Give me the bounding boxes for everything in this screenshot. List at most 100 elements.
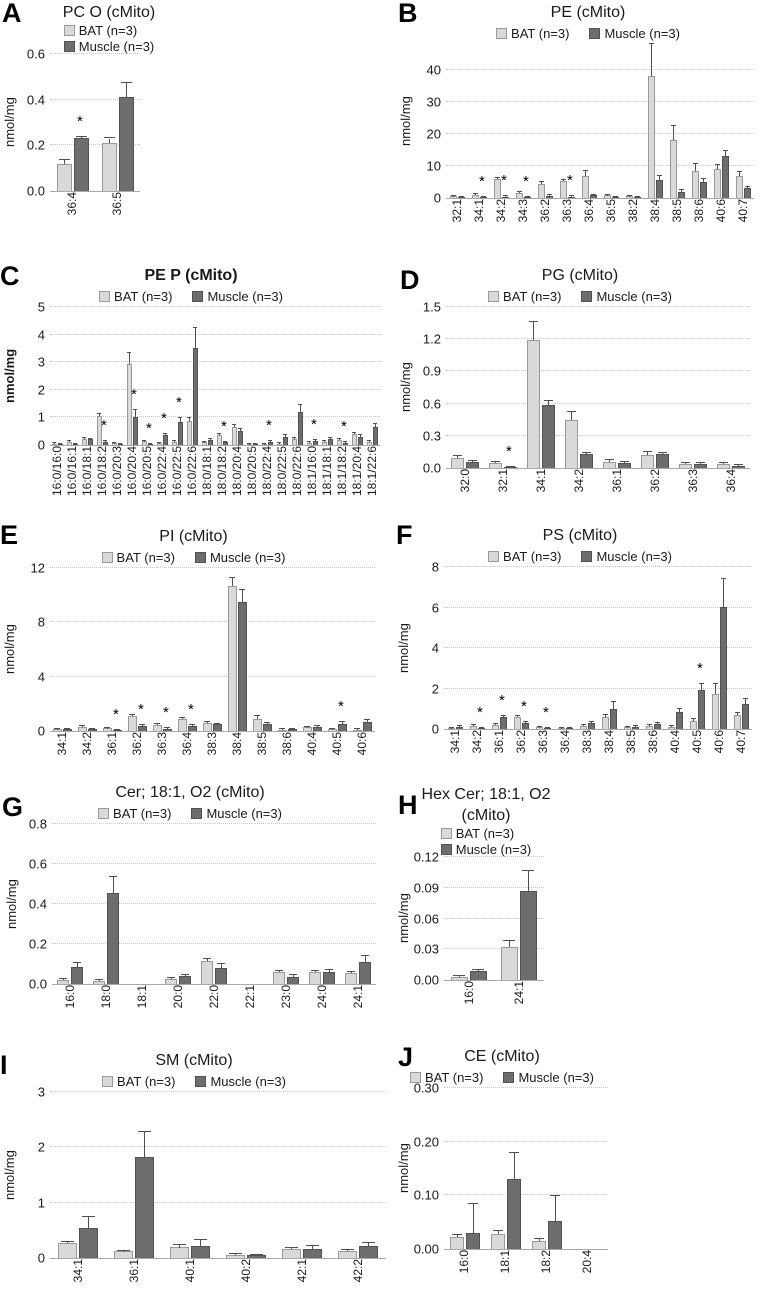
error-bar [525, 721, 526, 723]
x-tick-cell: 16:0/16:1 [65, 446, 80, 521]
error-bar [475, 194, 476, 195]
error-bar [693, 719, 694, 721]
x-tick-label: 40:5 [330, 732, 344, 756]
bar-muscle [223, 442, 228, 445]
legend: BAT (n=3) Muscle (n=3) [4, 803, 376, 824]
gridline [444, 1194, 608, 1196]
bar-muscle [338, 724, 347, 731]
error-bar-cap [367, 440, 371, 442]
x-tick-cell: 16:0 [444, 981, 494, 1027]
x-tick-cell: 32:0 [446, 469, 484, 519]
error-bar [219, 433, 220, 436]
bar-muscle [298, 412, 303, 445]
x-tick-label: 16:0/16:0 [50, 446, 64, 497]
error-bar [715, 684, 716, 694]
legend-label: Muscle (n=3) [455, 842, 532, 857]
legend-label: BAT (n=3) [511, 26, 570, 41]
x-tick-label: 36:2 [537, 199, 552, 223]
error-bar-cap [550, 1195, 560, 1197]
error-bar [607, 194, 608, 196]
plot-area: * * * * * [50, 567, 375, 732]
error-bar [495, 461, 496, 463]
bar-bat [226, 1255, 245, 1258]
error-bar-cap [325, 968, 333, 970]
bar-muscle [63, 729, 72, 731]
plot-area: * * * * * [444, 566, 752, 730]
error-bar-cap [133, 408, 137, 410]
error-bar [109, 138, 110, 144]
bar-muscle [178, 422, 183, 445]
chart-title: CE (cMito) [464, 1048, 540, 1065]
bat-swatch-icon [102, 1076, 114, 1087]
y-tick-label: 12 [30, 560, 45, 576]
gridline [50, 1146, 386, 1148]
bat-swatch-icon [98, 808, 110, 819]
bar-bat [668, 727, 675, 729]
y-axis-label: nmol/mg [398, 362, 413, 413]
y-axis-label: nmol/mg [4, 879, 19, 929]
y-axis-label: nmol/mg [396, 623, 411, 673]
bar-bat [736, 176, 743, 198]
error-bar [360, 435, 361, 437]
error-bar [585, 170, 586, 176]
error-bar [593, 194, 594, 196]
error-bar [113, 877, 114, 893]
x-tick-label: 18:1/18:1 [320, 446, 334, 497]
x-tick-label: 36:1 [609, 469, 624, 493]
bar-muscle [58, 444, 63, 445]
x-tick-label: 20:4 [580, 1250, 594, 1274]
gridline [50, 567, 375, 568]
error-bar-cap [657, 174, 662, 176]
error-bar-cap [250, 1253, 263, 1255]
error-bar-cap [59, 977, 67, 979]
gridline [50, 361, 380, 363]
y-tick-label: 0 [433, 190, 441, 206]
error-bar [473, 1204, 474, 1233]
chart-title: PC O (cMito) [62, 4, 156, 21]
y-axis: nmol/mg 0 2 4 6 8 [396, 561, 444, 736]
y-axis-label: nmol/mg [2, 624, 17, 675]
x-tick-label: 16:0 [457, 1250, 471, 1274]
x-tick-cell: 36:3 [556, 199, 578, 251]
error-bar-cap [493, 722, 498, 724]
legend: BAT (n=3) Muscle (n=3) [396, 1067, 608, 1088]
bar-bat [165, 979, 177, 984]
x-tick-label: 18:1 [134, 985, 149, 1009]
error-bar-cap [262, 442, 266, 444]
gridline [50, 53, 140, 54]
error-bar-cap [279, 728, 285, 730]
significance-star: * [311, 416, 317, 434]
error-bar-cap [311, 970, 319, 972]
x-tick-label: 38:6 [645, 730, 660, 754]
bar-muscle [656, 180, 663, 198]
x-axis-labels: 34:1 34:2 36:1 36:2 36:3 36:4 38:3 38:4 38:5 38:6… [50, 732, 375, 780]
x-tick-label: 18:1/20:4 [350, 446, 364, 497]
bar-muscle [700, 182, 707, 198]
error-bar [235, 1253, 236, 1256]
muscle-swatch-icon [192, 291, 204, 302]
bar-bat [670, 140, 677, 198]
x-tick-cell: 40:4 [300, 732, 325, 780]
muscle-swatch-icon [581, 291, 593, 302]
error-bar-cap [693, 163, 698, 165]
error-bar-cap [503, 195, 508, 197]
significance-star: * [479, 173, 485, 191]
panel-letter: E [0, 520, 19, 550]
bar-bat [97, 416, 102, 445]
error-bar-cap [203, 958, 211, 960]
error-bar-cap [173, 1244, 186, 1246]
error-bar-cap [232, 423, 236, 425]
error-bar-cap [187, 416, 191, 418]
error-bar-cap [328, 436, 332, 438]
error-bar [459, 975, 460, 977]
error-bar-cap [451, 195, 456, 197]
error-bar [533, 322, 534, 341]
bar-muscle [358, 437, 363, 445]
error-bar-cap [202, 440, 206, 442]
error-bar [126, 82, 127, 98]
x-tick-cell: 38:5 [620, 730, 642, 780]
x-tick-cell: 18:0/22:6 [290, 446, 305, 521]
error-bar [647, 451, 648, 456]
chart-title: (cMito) [461, 807, 511, 824]
error-bar-cap [214, 722, 220, 724]
